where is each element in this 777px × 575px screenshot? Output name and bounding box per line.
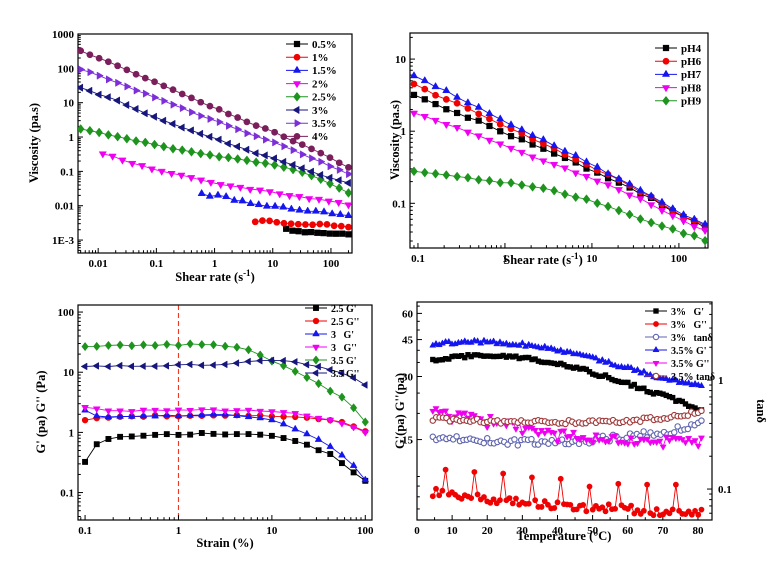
- panel-viscosity-concentration: 0.01 0.1 1 10 100 1E-3 0.01 0.1 1 10 100 1000 Shear …: [27, 29, 353, 284]
- panel-moduli-strain: 0.1 1 10 100 0.1 1 10 100 Strain (%) G' (pa) G'' …: [34, 304, 374, 550]
- svg-text:0.01: 0.01: [55, 201, 74, 213]
- svg-text:3% tanδ: 3% tanδ: [671, 333, 713, 344]
- legend: 2.5 G' 2.5 G'' 3 G' 3 G'' 3.5 G' 3.5 G'': [305, 304, 360, 380]
- svg-text:3.5 G': 3.5 G': [331, 356, 357, 367]
- svg-text:1: 1: [401, 126, 407, 138]
- svg-text:pH7: pH7: [681, 69, 702, 81]
- svg-text:Viscosity (pa.s): Viscosity (pa.s): [27, 103, 41, 183]
- svg-text:3 G'': 3 G'': [331, 343, 357, 354]
- svg-text:3% G': 3% G': [671, 307, 704, 318]
- svg-text:pH8: pH8: [681, 82, 702, 94]
- svg-text:10: 10: [586, 253, 598, 265]
- svg-text:2%: 2%: [312, 78, 329, 90]
- svg-text:10: 10: [266, 525, 278, 537]
- svg-text:3.5% G'': 3.5% G'': [671, 359, 710, 370]
- svg-text:tanδ: tanδ: [754, 399, 768, 423]
- svg-text:1: 1: [212, 258, 218, 270]
- svg-text:0.1: 0.1: [392, 198, 406, 210]
- svg-text:2.5 G': 2.5 G': [331, 304, 357, 315]
- svg-text:pH4: pH4: [681, 43, 702, 55]
- svg-text:Shear rate (s-1​): Shear rate (s-1​): [503, 251, 582, 267]
- svg-text:70: 70: [657, 525, 669, 537]
- panel-moduli-temperature: 0 10 20 30 40 50 60 70 80 15 30 45 60 0.1 1 Temperature…: [393, 301, 768, 543]
- svg-text:0.01: 0.01: [89, 258, 108, 270]
- svg-text:Viscosity (pa.s): Viscosity (pa.s): [388, 100, 402, 180]
- svg-text:30: 30: [517, 525, 529, 537]
- svg-text:100: 100: [671, 253, 688, 265]
- svg-text:pH9: pH9: [681, 96, 702, 108]
- svg-text:0.1: 0.1: [411, 253, 425, 265]
- legend: 0.5%1%1.5%2% 2.5%3%3.5%4%: [286, 39, 337, 143]
- svg-text:3.5 G'': 3.5 G'': [331, 369, 360, 380]
- svg-text:Temperature (°C): Temperature (°C): [517, 529, 612, 543]
- svg-text:0.1: 0.1: [718, 484, 732, 496]
- svg-text:0.1: 0.1: [78, 525, 92, 537]
- svg-text:15: 15: [402, 435, 414, 447]
- svg-text:100: 100: [58, 63, 75, 75]
- svg-text:10: 10: [395, 54, 407, 66]
- svg-text:3 G': 3 G': [331, 330, 354, 341]
- svg-text:1: 1: [176, 525, 182, 537]
- svg-text:100: 100: [357, 525, 374, 537]
- svg-text:0.1: 0.1: [60, 488, 74, 500]
- svg-text:1: 1: [718, 375, 724, 387]
- svg-text:10: 10: [447, 525, 459, 537]
- svg-text:3.5% G': 3.5% G': [671, 346, 707, 357]
- svg-text:Shear rate (s-1​): Shear rate (s-1​): [175, 268, 254, 284]
- svg-text:10: 10: [63, 367, 75, 379]
- svg-text:3.5% tanδ: 3.5% tanδ: [671, 372, 715, 383]
- svg-text:1E-3: 1E-3: [52, 235, 75, 247]
- svg-text:3%: 3%: [312, 105, 329, 117]
- svg-text:G' (pa) G'' (Pa): G' (pa) G'' (Pa): [34, 371, 48, 454]
- svg-text:3% G'': 3% G'': [671, 320, 707, 331]
- svg-text:30: 30: [402, 371, 414, 383]
- svg-text:80: 80: [692, 525, 704, 537]
- svg-text:Strain (%): Strain (%): [196, 536, 253, 550]
- svg-text:10: 10: [63, 98, 75, 110]
- svg-text:0.1: 0.1: [60, 166, 74, 178]
- svg-text:1000: 1000: [52, 29, 75, 41]
- svg-text:60: 60: [622, 525, 634, 537]
- svg-text:3.5%: 3.5%: [312, 118, 337, 130]
- panel-viscosity-ph: 0.1 1 10 100 0.1 1 10 Shear rate (s-1​) Viscosit…: [388, 32, 709, 267]
- svg-text:2.5%: 2.5%: [312, 92, 337, 104]
- svg-text:100: 100: [58, 307, 75, 319]
- svg-text:2.5 G'': 2.5 G'': [331, 317, 360, 328]
- svg-text:G'(pa) G''(pa): G'(pa) G''(pa): [393, 373, 407, 449]
- svg-text:100: 100: [323, 258, 340, 270]
- svg-text:pH6: pH6: [681, 56, 702, 68]
- svg-text:50: 50: [587, 525, 599, 537]
- svg-text:60: 60: [402, 308, 414, 320]
- svg-text:40: 40: [552, 525, 564, 537]
- svg-text:45: 45: [402, 335, 414, 347]
- legend: 3% G' 3% G'' 3% tanδ 3.5% G' 3.5% G'' 3.5% ta…: [645, 307, 715, 383]
- svg-text:4%: 4%: [312, 131, 329, 143]
- svg-text:0: 0: [414, 525, 420, 537]
- svg-text:1: 1: [69, 132, 75, 144]
- svg-text:10: 10: [267, 258, 279, 270]
- svg-text:0.5%: 0.5%: [312, 39, 337, 51]
- svg-text:20: 20: [482, 525, 494, 537]
- svg-text:1: 1: [502, 253, 508, 265]
- svg-text:1.5%: 1.5%: [312, 65, 337, 77]
- svg-text:1%: 1%: [312, 52, 329, 64]
- svg-text:1: 1: [69, 427, 75, 439]
- svg-text:0.1: 0.1: [149, 258, 163, 270]
